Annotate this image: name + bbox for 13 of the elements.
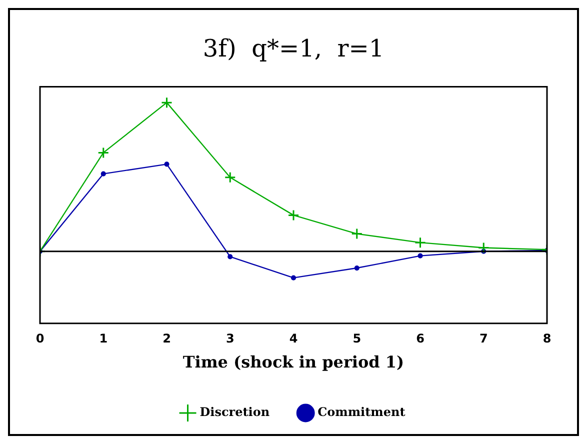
x-tick-label: 1 (99, 332, 108, 346)
x-tick-label: 8 (542, 332, 552, 346)
x-axis-title: Time (shock in period 1) (182, 352, 404, 372)
legend-label: Commitment (318, 405, 406, 420)
x-tick-label: 6 (416, 332, 424, 346)
x-tick-label: 3 (226, 332, 234, 346)
chart-title: 3f) q*=1, r=1 (202, 34, 384, 63)
x-tick-label: 2 (162, 332, 171, 346)
x-tick-label: 4 (289, 332, 298, 346)
x-tick-label: 5 (352, 332, 362, 346)
legend-label: Discretion (200, 405, 270, 420)
x-tick-label: 0 (36, 332, 44, 346)
x-tick-label: 7 (479, 332, 488, 346)
